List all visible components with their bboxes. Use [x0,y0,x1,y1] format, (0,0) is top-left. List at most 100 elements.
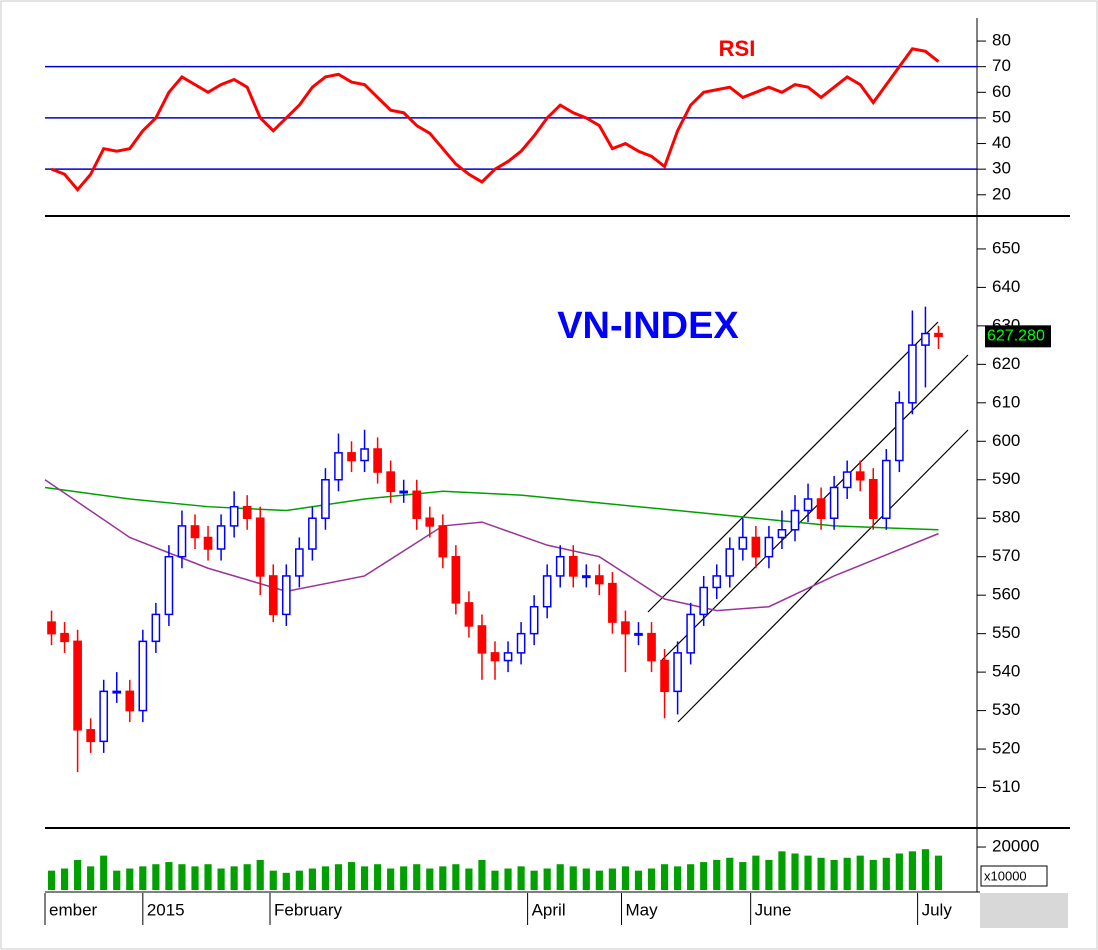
candle-body [242,505,252,519]
y-tick-label: 510 [992,777,1020,796]
volume-bar [165,862,173,890]
volume-bar [791,853,799,890]
candle-body [634,632,643,636]
candle-body [477,625,487,654]
candle-body [438,525,448,558]
candle-body [621,621,630,635]
y-tick-label: 30 [992,159,1011,178]
volume-bar [269,870,277,890]
volume-bar [191,866,199,890]
candle-body [73,640,82,731]
volume-bar [556,864,564,890]
volume-bar [726,857,734,890]
candle-body [47,621,56,635]
candle-body [738,536,748,550]
candle-body [425,517,435,527]
rsi-line [50,47,940,192]
volume-bar [491,870,499,890]
volume-bar [60,868,69,890]
x-tick-label: 2015 [147,900,185,919]
candle-body [516,632,526,654]
candle-body [855,471,865,481]
candle-body [686,613,695,654]
candle-body [451,555,461,604]
volume-bar [243,864,251,890]
y-tick-label: 570 [992,546,1020,565]
candle-body [190,525,200,539]
y-tick-label: 560 [992,585,1020,604]
volume-bar [452,864,460,890]
candle-body [112,690,122,694]
candle-body [334,452,343,481]
candle-body [464,602,474,627]
candle-body [138,640,148,712]
x-tick-label: April [532,900,566,919]
candle-body [777,529,787,539]
volume-bar [439,866,447,890]
candle-body [790,509,800,531]
volume-bar [387,868,395,890]
volume-bar [152,864,160,890]
candle-body [412,490,422,519]
y-tick-label: 70 [992,56,1011,75]
y-tick-label: 610 [992,392,1020,411]
volume-bar [256,859,264,890]
volume-bar [504,868,512,890]
unit-box [980,865,1048,887]
volume-bar [217,868,225,890]
candle-body [751,536,761,558]
volume-bar [882,857,890,890]
candle-body [699,586,709,616]
candle-body [386,471,395,493]
candle-body [568,555,578,577]
volume-bar [869,859,877,890]
candle-body [360,448,369,462]
y-tick-label: 60 [992,82,1011,101]
volume-bar [843,857,851,890]
candle-body [829,486,839,519]
volume-bar [178,864,186,890]
volume-bar [47,870,56,890]
candle-body [268,575,278,616]
volume-bar [465,868,473,890]
volume-bar [374,864,382,890]
volume-unit: x10000 [984,868,1027,883]
channel-line [647,321,939,613]
candle-body [608,582,617,623]
volume-bar [204,864,212,890]
candle-body [555,555,565,577]
volume-bar [569,866,577,890]
volume-bar [634,870,643,890]
y-tick-label: 50 [992,107,1011,126]
volume-bar [739,862,747,890]
candle-body [895,402,904,462]
y-tick-label: 650 [992,238,1020,257]
volume-bar [517,866,525,890]
volume-bar [608,868,616,890]
channel-line [677,429,969,723]
x-tick-label: May [626,900,659,919]
candle-body [908,344,917,404]
candle-body [581,575,591,579]
candle-body [803,498,813,512]
volume-bar [830,859,838,890]
volume-bar [921,849,930,890]
volume-bar [817,857,825,890]
x-tick-label: July [922,900,953,919]
candle-body [203,536,213,550]
candle-body [881,459,891,519]
volume-bar [530,870,538,890]
x-tick-label: February [274,900,343,919]
y-tick-label: 590 [992,469,1020,488]
candle-body [99,690,109,743]
corner-box [980,893,1068,928]
volume-bar [647,868,656,890]
candle-body [764,536,774,558]
candle-body [529,605,539,635]
volume-bar [100,855,108,890]
rsi-title: RSI [719,36,756,61]
volume-bar [895,853,903,890]
volume-bar [295,870,303,890]
volume-bar [700,862,708,890]
candle-body [229,505,239,527]
